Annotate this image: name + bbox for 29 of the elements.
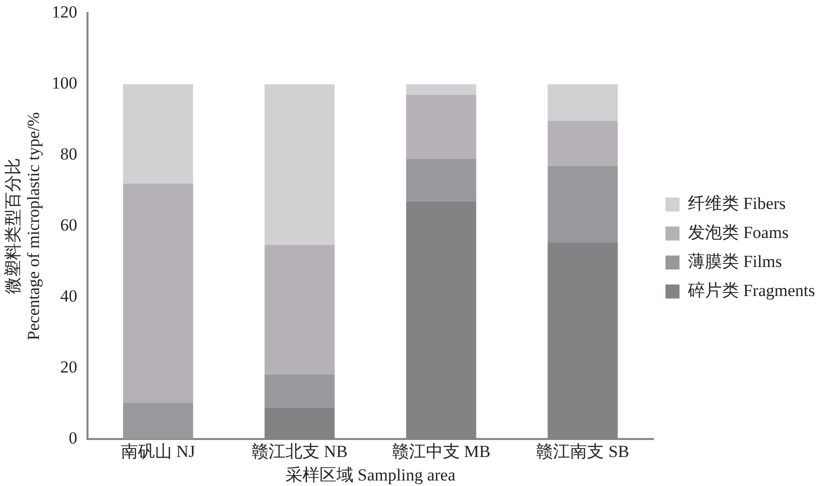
y-tick-label: 20	[60, 358, 78, 377]
bar	[548, 166, 618, 242]
y-tick-label: 80	[60, 144, 78, 164]
x-tick-label: 赣江中支 MB	[392, 442, 491, 461]
legend-label: 碎片类 Fragments	[686, 280, 816, 300]
bar	[264, 374, 335, 408]
bar	[123, 84, 194, 184]
legend-label: 纤维类 Fibers	[688, 194, 786, 213]
x-tick-label: 赣江南支 SB	[536, 442, 630, 461]
bar	[548, 84, 618, 121]
y-axis-title: 微塑料类型百分比 Pecentage of microplastic type/%	[4, 112, 44, 340]
x-tick-label: 赣江北支 NB	[252, 442, 348, 461]
bar	[406, 158, 476, 202]
x-tick-label: 南矾山 NJ	[120, 442, 196, 461]
y-tick-label: 120	[52, 2, 78, 22]
bar	[548, 120, 618, 166]
legend-label: 发泡类 Foams	[688, 222, 789, 242]
y-tick-label: 40	[60, 286, 78, 306]
y-tick-label: 0	[68, 428, 78, 448]
bar	[264, 84, 335, 246]
bar	[406, 84, 476, 95]
legend-label: 薄膜类 Films	[688, 252, 782, 271]
y-tick-label: 60	[60, 216, 78, 235]
bar	[123, 402, 194, 440]
bar	[406, 94, 476, 159]
bar	[264, 245, 335, 374]
bar	[123, 184, 194, 403]
y-tick-label: 100	[52, 74, 78, 93]
x-axis-title: 采样区域 Sampling area	[285, 465, 456, 484]
